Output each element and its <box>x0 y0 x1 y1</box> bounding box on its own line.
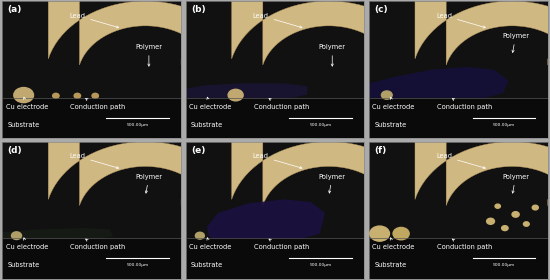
Polygon shape <box>185 83 307 98</box>
Text: 500.00μm: 500.00μm <box>310 123 332 127</box>
Text: 500.00μm: 500.00μm <box>493 123 515 127</box>
Circle shape <box>532 205 538 210</box>
Text: Substrate: Substrate <box>375 262 406 268</box>
Text: Conduction path: Conduction path <box>70 239 125 250</box>
Text: Cu electrode: Cu electrode <box>6 238 48 250</box>
Text: Polymer: Polymer <box>319 44 346 66</box>
Circle shape <box>382 91 392 99</box>
Text: 500.00μm: 500.00μm <box>310 263 332 267</box>
Text: (e): (e) <box>191 146 205 155</box>
Text: Conduction path: Conduction path <box>437 99 492 110</box>
Text: Substrate: Substrate <box>191 122 223 128</box>
Circle shape <box>228 89 243 101</box>
Text: Cu electrode: Cu electrode <box>372 238 415 250</box>
Polygon shape <box>415 1 550 65</box>
Circle shape <box>92 93 98 98</box>
Circle shape <box>524 222 529 226</box>
Circle shape <box>12 232 21 239</box>
Text: Substrate: Substrate <box>8 122 40 128</box>
Text: Cu electrode: Cu electrode <box>6 97 48 110</box>
Text: Lead: Lead <box>252 13 302 28</box>
Text: Cu electrode: Cu electrode <box>372 97 415 110</box>
Text: 500.00μm: 500.00μm <box>493 263 515 267</box>
Circle shape <box>495 204 500 208</box>
Text: Conduction path: Conduction path <box>437 239 492 250</box>
Text: Lead: Lead <box>436 153 485 169</box>
Polygon shape <box>415 142 550 206</box>
Polygon shape <box>2 98 181 138</box>
Circle shape <box>370 226 389 241</box>
Text: Conduction path: Conduction path <box>254 239 309 250</box>
Circle shape <box>14 88 34 103</box>
Text: Conduction path: Conduction path <box>254 99 309 110</box>
Text: Polymer: Polymer <box>135 174 162 193</box>
Polygon shape <box>207 199 325 238</box>
Polygon shape <box>2 238 181 279</box>
Polygon shape <box>369 238 548 279</box>
Text: Lead: Lead <box>436 13 485 28</box>
Polygon shape <box>232 1 426 65</box>
Text: Polymer: Polymer <box>319 174 346 193</box>
Text: (c): (c) <box>375 5 388 14</box>
Text: (b): (b) <box>191 5 206 14</box>
Polygon shape <box>185 238 365 279</box>
Text: Cu electrode: Cu electrode <box>189 238 232 250</box>
Text: Cu electrode: Cu electrode <box>189 97 232 110</box>
Polygon shape <box>232 142 426 206</box>
Text: Substrate: Substrate <box>8 262 40 268</box>
Text: (a): (a) <box>8 5 22 14</box>
Polygon shape <box>185 98 365 138</box>
Text: Lead: Lead <box>69 13 119 28</box>
Polygon shape <box>48 142 243 206</box>
Text: Polymer: Polymer <box>502 33 529 52</box>
Text: Lead: Lead <box>69 153 119 169</box>
Circle shape <box>53 93 59 98</box>
Text: (d): (d) <box>8 146 22 155</box>
Text: Substrate: Substrate <box>375 122 406 128</box>
Circle shape <box>512 212 519 217</box>
Polygon shape <box>48 1 243 65</box>
Polygon shape <box>369 98 548 138</box>
Text: Polymer: Polymer <box>135 44 162 66</box>
Text: 500.00μm: 500.00μm <box>126 263 148 267</box>
Text: Conduction path: Conduction path <box>70 99 125 110</box>
Polygon shape <box>369 67 508 98</box>
Text: 500.00μm: 500.00μm <box>126 123 148 127</box>
Polygon shape <box>2 228 113 238</box>
Text: Substrate: Substrate <box>191 262 223 268</box>
Circle shape <box>502 226 508 231</box>
Circle shape <box>195 232 205 239</box>
Circle shape <box>393 227 409 240</box>
Text: Lead: Lead <box>252 153 302 169</box>
Text: (f): (f) <box>375 146 387 155</box>
Text: Polymer: Polymer <box>502 174 529 193</box>
Circle shape <box>74 93 80 98</box>
Circle shape <box>487 218 494 224</box>
